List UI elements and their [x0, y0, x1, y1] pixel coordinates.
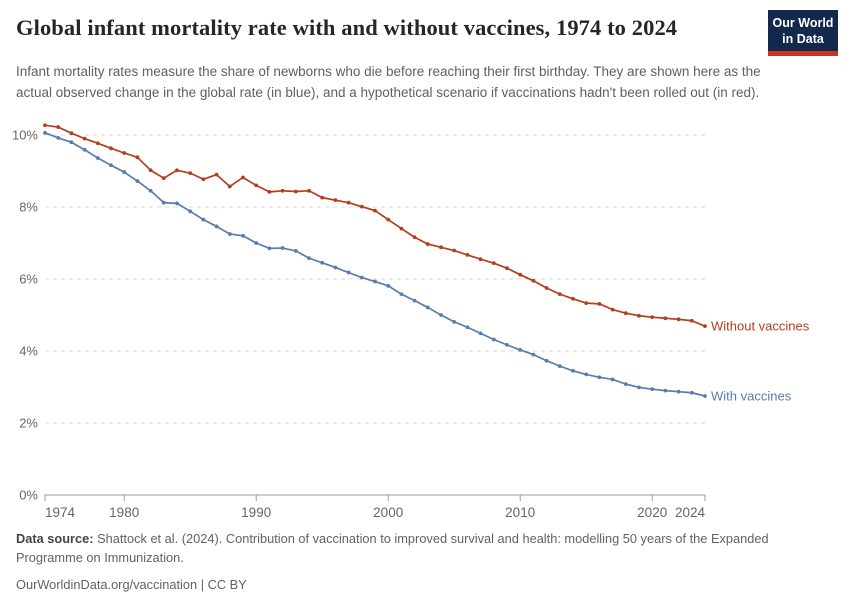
data-source-text: Shattock et al. (2024). Contribution of … — [16, 531, 769, 565]
owid-logo-line1: Our World — [772, 16, 834, 30]
y-tick-label-6: 6% — [19, 272, 38, 287]
y-tick-label-4: 4% — [19, 344, 38, 359]
series-line-with-vaccines[interactable] — [44, 131, 706, 397]
x-tick-label-1980: 1980 — [109, 505, 139, 520]
x-tick-label-1974: 1974 — [45, 505, 76, 520]
x-tick-label-2020: 2020 — [637, 505, 667, 520]
y-tick-label-10: 10% — [12, 128, 38, 143]
chart-footer: Data source: Shattock et al. (2024). Con… — [16, 530, 816, 595]
data-source-label: Data source: — [16, 531, 94, 546]
x-tick-label-1990: 1990 — [241, 505, 271, 520]
x-tick-label-2010: 2010 — [505, 505, 535, 520]
y-tick-label-0: 0% — [19, 488, 38, 503]
y-tick-label-2: 2% — [19, 416, 38, 431]
owid-logo-line2: in Data — [782, 31, 824, 46]
x-tick-label-2000: 2000 — [373, 505, 403, 520]
series-points-without-vaccines — [43, 123, 707, 329]
chart-subtitle: Infant mortality rates measure the share… — [16, 64, 761, 100]
owid-logo[interactable]: Our World in Data — [768, 10, 838, 57]
data-source-line: Data source: Shattock et al. (2024). Con… — [16, 530, 804, 567]
x-tick-label-2024: 2024 — [675, 505, 706, 520]
series-points-with-vaccines — [43, 130, 707, 398]
series-line-without-vaccines[interactable] — [44, 124, 706, 328]
chart-canvas: 0% 2% 4% 6% 8% 10% 1974 1980 1990 2000 2010 2020 202… — [12, 123, 810, 520]
license-link[interactable]: OurWorldinData.org/vaccination | CC BY — [16, 577, 247, 593]
series-label-with-vaccines[interactable]: With vaccines — [711, 389, 792, 404]
y-tick-label-8: 8% — [19, 200, 38, 215]
series-label-without-vaccines[interactable]: Without vaccines — [711, 319, 810, 334]
page-title: Global infant mortality rate with and wi… — [16, 15, 678, 40]
